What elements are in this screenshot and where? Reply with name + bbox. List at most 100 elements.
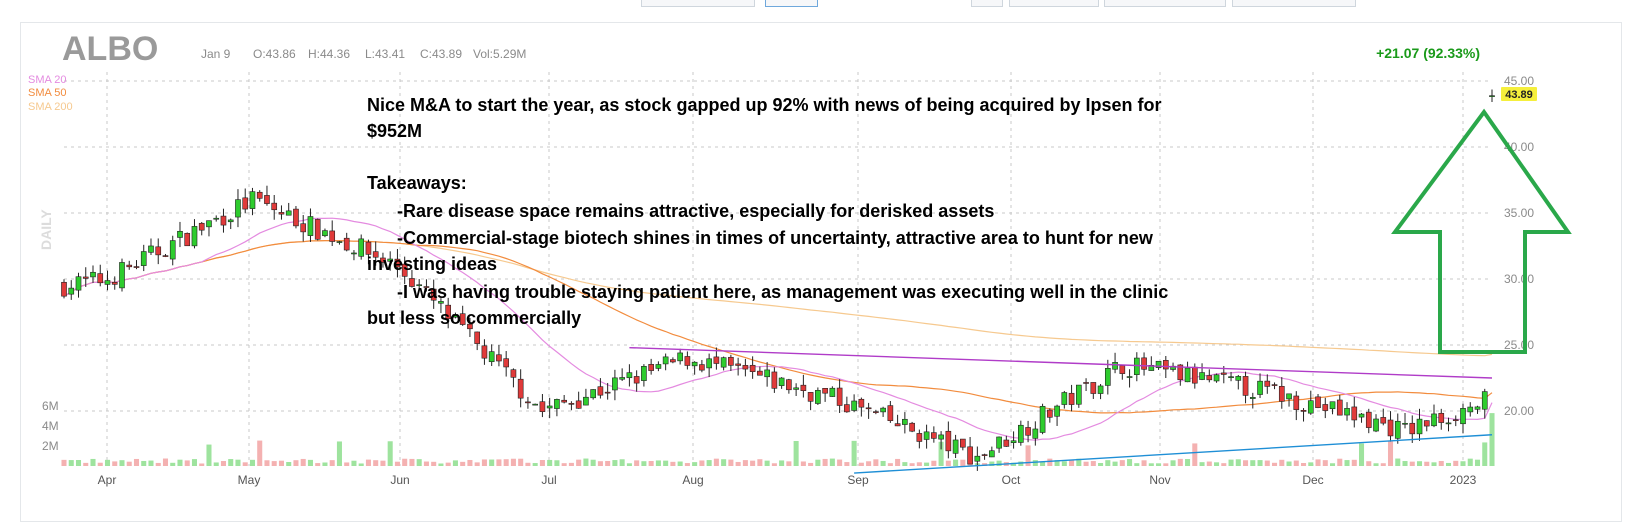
toolbar-control[interactable] — [1104, 0, 1226, 7]
volume-bar — [554, 460, 560, 466]
candle-body — [1249, 397, 1256, 399]
volume-bar — [677, 461, 683, 466]
candle-body — [1220, 372, 1227, 375]
candle-body — [909, 422, 915, 432]
candle-body — [119, 262, 125, 289]
candle-body — [372, 251, 379, 258]
candle-body — [271, 202, 278, 211]
candle-body — [923, 431, 930, 440]
interval-label: DAILY — [38, 209, 54, 250]
toolbar-control[interactable] — [641, 0, 755, 7]
volume-bar — [692, 462, 698, 466]
annotation-line: -Commercial-stage biotech shines in time… — [367, 228, 1154, 248]
volume-bar — [779, 460, 785, 466]
annotation-line: Takeaways: — [367, 173, 467, 193]
legend-sma-200: SMA 200 — [28, 101, 73, 113]
ohlc-high: H:44.36 — [308, 47, 350, 61]
ohlc-open: O:43.86 — [253, 47, 296, 61]
candle-body — [1315, 396, 1321, 408]
volume-bar — [293, 460, 299, 466]
candle-body — [387, 258, 394, 262]
volume-bar — [1170, 460, 1176, 466]
candle-body — [1365, 411, 1372, 428]
volume-bar — [496, 459, 502, 466]
candle-body — [749, 364, 756, 372]
toolbar-control-active[interactable] — [765, 0, 818, 7]
volume-bar — [561, 463, 567, 466]
candle-body — [829, 387, 836, 397]
candle-body — [699, 364, 705, 371]
candle-body — [996, 436, 1002, 449]
volume-bar — [155, 462, 161, 466]
volume-bar — [1069, 460, 1075, 466]
candle-body — [800, 384, 807, 391]
volume-bar — [1467, 458, 1473, 466]
candle-body — [786, 379, 792, 391]
volume-bar — [1286, 461, 1292, 466]
candle-body — [822, 388, 828, 394]
toolbar-control[interactable] — [1009, 0, 1099, 7]
candle-body — [1300, 410, 1307, 412]
x-tick-label: Nov — [1149, 473, 1170, 487]
volume-bar — [764, 460, 770, 466]
volume-bar — [1489, 413, 1495, 466]
volume-bar — [568, 462, 574, 466]
candle-body — [445, 304, 452, 320]
up-arrow-icon — [1391, 108, 1572, 354]
volume-bar — [358, 463, 364, 466]
candle-body — [517, 378, 524, 399]
volume-bar — [634, 460, 640, 466]
x-tick-label: Oct — [1002, 473, 1021, 487]
volume-bar — [873, 459, 879, 466]
candle-body — [539, 401, 546, 412]
candle-body — [1409, 422, 1416, 435]
candle-body — [706, 358, 712, 369]
annotation-line: but less so commercially — [367, 308, 581, 328]
volume-bar — [264, 460, 270, 466]
volume-bar — [61, 459, 67, 466]
volume-bar — [880, 460, 886, 466]
volume-bar — [721, 459, 727, 466]
candle-body — [1112, 362, 1118, 370]
volume-tick-label: 4M — [42, 419, 59, 433]
volume-bar — [1206, 461, 1212, 466]
candle-body — [575, 400, 582, 409]
volume-bar — [1156, 463, 1162, 466]
sma-50-line — [63, 240, 1493, 414]
x-tick-label: Apr — [98, 473, 117, 487]
candle-body — [662, 356, 669, 365]
candle-body — [198, 222, 205, 231]
x-tick-label: Aug — [682, 473, 703, 487]
volume-bar — [184, 460, 190, 466]
candle-body — [1278, 385, 1285, 402]
candle-body — [162, 255, 169, 257]
candle-body — [503, 358, 509, 368]
volume-bar — [945, 460, 951, 466]
candle-body — [351, 252, 357, 255]
candle-body — [604, 391, 611, 394]
candle-body — [916, 433, 923, 442]
volume-bar — [808, 462, 814, 466]
candle-body — [191, 226, 198, 247]
candle-body — [757, 370, 763, 376]
candle-body — [554, 399, 560, 409]
sma-20-line — [63, 217, 1493, 441]
volume-bar — [518, 458, 524, 466]
candle-body — [1090, 382, 1097, 394]
toolbar-control[interactable] — [1232, 0, 1356, 7]
candle-body — [343, 237, 350, 251]
volume-bar — [112, 461, 118, 466]
candle-body — [981, 454, 988, 456]
volume-bar — [887, 463, 893, 466]
toolbar-control[interactable] — [971, 0, 1003, 7]
volume-bar — [97, 462, 103, 466]
candle-body — [510, 369, 517, 378]
resistance-trendline — [629, 346, 1493, 379]
candle-body — [1010, 440, 1017, 444]
volume-bar — [1366, 461, 1372, 466]
volume-bar — [771, 463, 777, 466]
candle-body — [1047, 409, 1053, 418]
volume-bar — [1431, 462, 1437, 466]
candle-body — [1126, 376, 1133, 378]
